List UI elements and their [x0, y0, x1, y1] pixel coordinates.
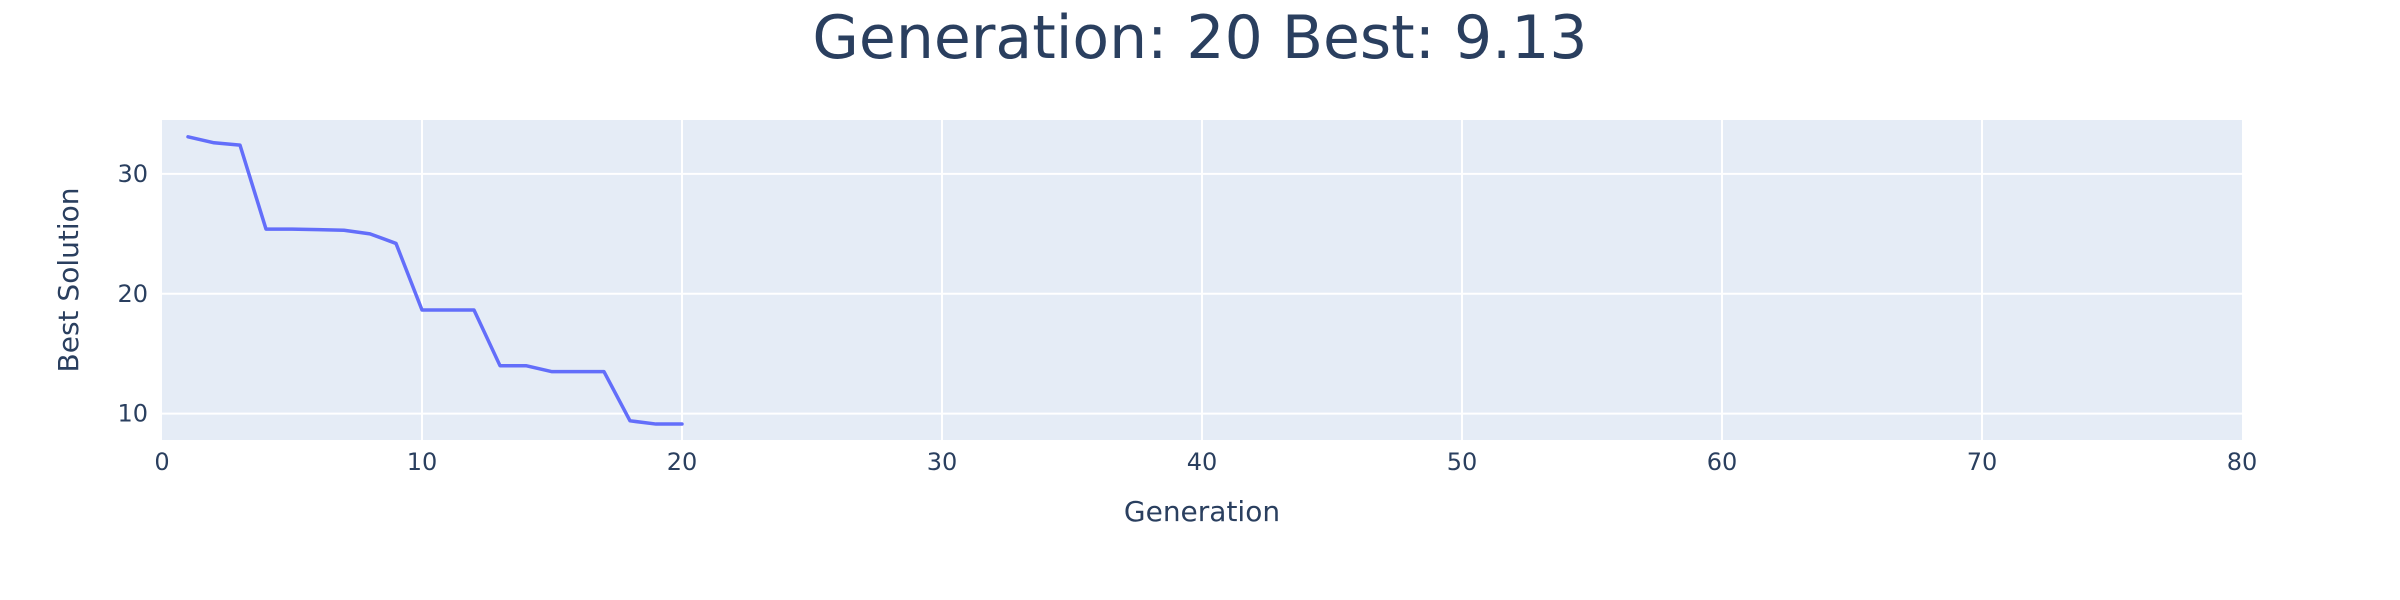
x-axis-title: Generation: [1124, 495, 1280, 528]
x-tick-label: 0: [154, 448, 169, 476]
x-tick-label: 60: [1707, 448, 1738, 476]
x-tick-label: 50: [1447, 448, 1478, 476]
y-tick-label: 30: [117, 160, 148, 188]
x-tick-label: 80: [2227, 448, 2258, 476]
y-tick-label: 20: [117, 280, 148, 308]
x-tick-label: 20: [667, 448, 698, 476]
x-tick-label: 10: [407, 448, 438, 476]
x-tick-label: 30: [927, 448, 958, 476]
x-tick-label: 40: [1187, 448, 1218, 476]
series-line: [186, 135, 684, 426]
x-tick-label: 70: [1967, 448, 1998, 476]
y-tick-label: 10: [117, 400, 148, 428]
y-axis-title: Best Solution: [52, 188, 85, 373]
grid-layer: [162, 120, 2242, 440]
x-axis-ticks: 0 10 20 30 40 50 60 70 80: [154, 448, 2257, 476]
series-layer: [186, 135, 684, 426]
chart-title: Generation: 20 Best: 9.13: [812, 3, 1587, 73]
y-axis-ticks: 10 20 30: [117, 160, 148, 428]
